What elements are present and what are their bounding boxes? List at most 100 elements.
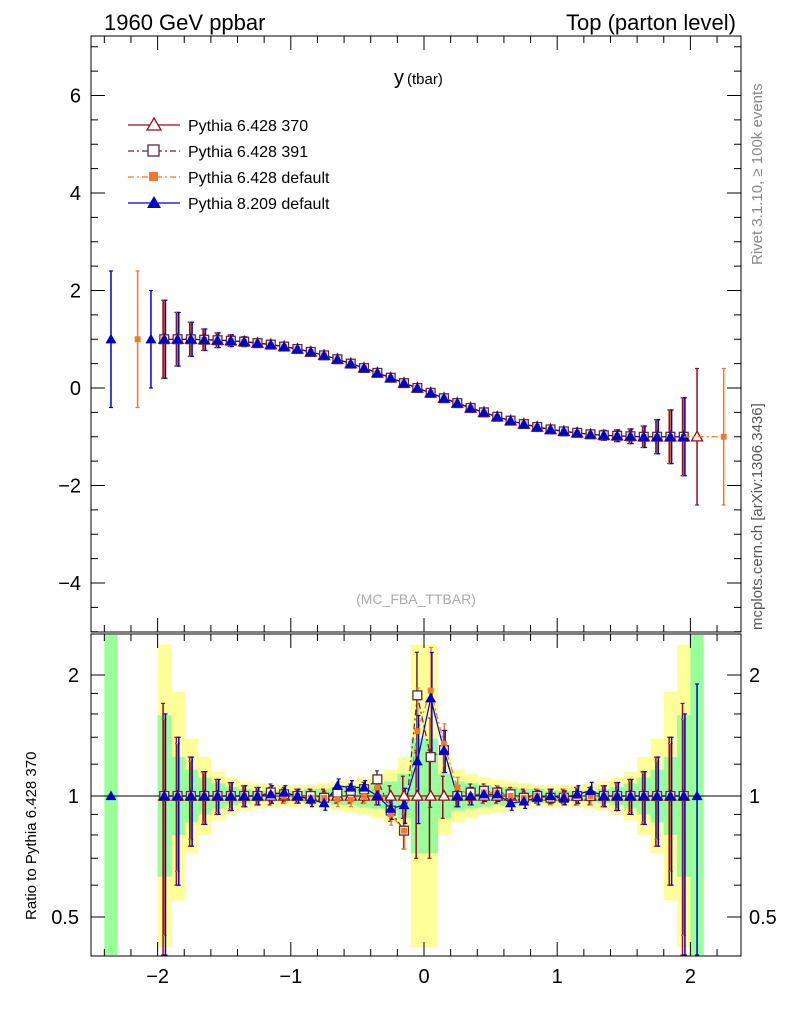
ratio-y-tick-label-left: 1 [68,786,79,808]
ratio-point-p8 [331,780,343,790]
ratio-point-pdef [507,793,514,799]
ratio-point-p391 [425,751,436,763]
main-point-p8 [172,333,184,344]
main-point-p8 [585,428,596,439]
main-y-tick-label: 6 [70,86,81,108]
ratio-point-p8 [531,792,543,802]
main-point-p8 [345,358,357,368]
main-point-p8 [318,349,330,360]
header-process: Top (parton level) [566,10,736,35]
ratio-point-p8 [664,790,676,801]
ratio-point-p8 [451,790,463,801]
main-marks [105,270,727,506]
ratio-point-p8 [598,790,610,801]
main-point-p8 [198,334,210,344]
ratio-point-pdef [347,796,354,803]
main-point-p8 [212,334,224,345]
ratio-point-p8 [172,790,184,801]
main-point-p8 [571,427,583,437]
main-point-p8 [411,382,423,393]
ratio-y-tick-label-left: 2 [68,665,79,687]
main-y-axis: −4 −2 0 2 4 6 [58,46,741,633]
ratio-point-p370 [424,789,438,801]
ratio-y-label: Ratio to Pythia 6.428 370 [23,752,40,920]
main-point-p8 [385,372,397,382]
ratio-point-p8 [611,790,623,801]
ratio-panel: 0.5 0.5 1 1 2 2 −2 −1 0 1 2 Ratio to Pythia 6.428… [23,633,777,988]
ratio-x-axis: −2 −1 0 1 2 [103,634,718,988]
ratio-point-p8 [478,788,490,799]
ratio-point-p391 [412,690,423,701]
main-point-p8 [265,339,277,349]
main-point-pdef [134,336,141,343]
main-frame [90,35,742,633]
main-panel: −4 −2 0 2 4 6 y (tbar) (MC_FBA_TTBAR) Pythia … [58,35,742,633]
ratio-point-p8 [318,797,330,808]
main-point-p8 [598,429,610,440]
ratio-point-p391 [372,774,383,785]
ratio-point-p8 [265,788,277,799]
main-point-p8 [611,430,623,440]
ratio-y-tick-label-left: 0.5 [51,907,79,929]
ratio-point-pdef [414,728,421,735]
main-point-p8 [545,423,557,434]
legend-marker-p391 [147,144,160,157]
ratio-point-p8 [305,794,317,804]
ratio-point-p8 [465,790,477,801]
main-y-tick-label: 4 [70,183,81,205]
ratio-x-tick-label: 0 [418,966,429,988]
main-point-p8 [664,431,676,441]
ratio-point-p8 [278,787,290,797]
main-point-p8 [491,411,503,421]
ratio-point-pdef [427,687,434,694]
plot-title-sub: (tbar) [407,71,443,88]
main-x-axis [103,36,718,632]
ratio-x-tick-label: −1 [279,966,302,988]
ratio-point-p8 [371,790,383,801]
main-point-p8 [291,343,303,354]
ratio-point-p8 [385,803,397,813]
main-point-p8 [465,402,477,413]
ratio-point-p8 [651,790,663,801]
main-point-p8 [624,430,636,441]
legend-label-p370: Pythia 6.428 370 [188,118,308,135]
legend: Pythia 6.428 370 Pythia 6.428 391 Pythia… [128,116,330,213]
ratio-point-p370 [384,789,398,801]
legend-marker-pdef [149,172,158,181]
main-point-p8 [678,431,690,441]
ratio-point-p8 [198,790,210,801]
ratio-point-pdef [374,784,381,791]
ratio-point-p8 [491,788,503,799]
main-point-p8 [371,367,383,378]
ratio-point-p8 [558,792,570,802]
ratio-point-pdef [387,811,394,818]
ratio-point-p370 [437,789,451,801]
ratio-point-p8 [678,790,690,801]
main-point-pdef [720,433,727,440]
ratio-point-p8 [545,790,557,801]
ratio-point-p8 [638,790,650,801]
main-y-tick-label: −4 [58,573,81,595]
legend-label-pdef: Pythia 6.428 default [188,170,330,187]
ratio-point-p8 [425,692,437,703]
main-point-p8 [638,431,650,441]
rivet-label: Rivet 3.1.10, ≥ 100k events [749,83,766,265]
main-point-p8 [531,421,543,432]
ratio-x-tick-label: 1 [552,966,563,988]
main-point-p8 [158,333,170,344]
main-point-p8 [358,362,370,373]
ratio-point-pdef [334,796,341,803]
ratio-point-p8 [345,781,357,792]
main-point-p8 [518,418,530,429]
ratio-point-p8 [185,790,197,801]
source-label: mcplots.cern.ch [arXiv:1306.3436] [749,403,766,630]
ratio-marks [105,646,703,956]
ratio-point-p8 [252,790,263,801]
ratio-x-tick-label: 2 [685,966,696,988]
ratio-point-p8 [411,755,423,766]
main-point-p8 [425,387,437,397]
ratio-line-p8 [164,698,684,810]
main-point-p8 [478,406,490,417]
main-point-p370 [690,429,704,442]
